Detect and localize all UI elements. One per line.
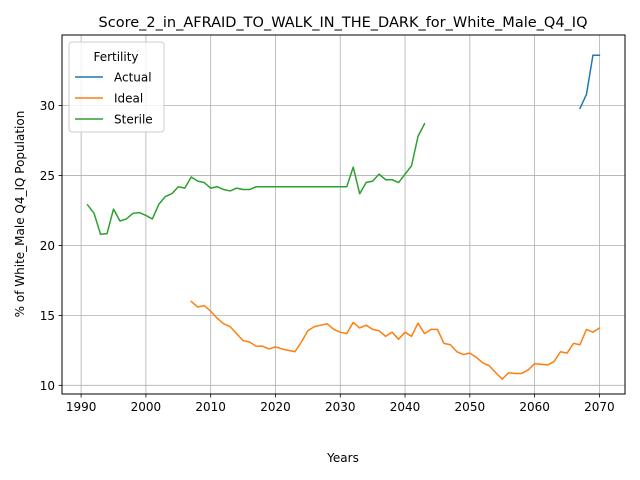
x-tick-label: 2000 [131, 400, 162, 414]
series-lines [86, 54, 601, 380]
series-line-ideal [190, 300, 601, 380]
x-tick-label: 2050 [455, 400, 486, 414]
plot-frame [61, 34, 626, 395]
legend-label-ideal: Ideal [114, 92, 143, 106]
y-tick-label: 25 [40, 169, 55, 183]
y-tick-label: 10 [40, 379, 55, 393]
y-axis-ticks: 10 15 20 25 30 [40, 99, 62, 393]
x-tick-label: 2010 [195, 400, 226, 414]
legend-label-sterile: Sterile [114, 113, 153, 127]
series-line-sterile [86, 122, 426, 236]
x-tick-label: 2060 [519, 400, 550, 414]
x-tick-label: 2030 [325, 400, 356, 414]
legend: Fertility Actual Ideal Sterile [68, 41, 165, 133]
series-line-actual [578, 54, 601, 110]
y-tick-label: 15 [40, 309, 55, 323]
chart-title: Score_2_in_AFRAID_TO_WALK_IN_THE_DARK_fo… [99, 15, 588, 31]
x-tick-label: 1990 [66, 400, 97, 414]
legend-title: Fertility [93, 50, 138, 64]
legend-items: Actual Ideal Sterile [75, 71, 153, 127]
x-tick-label: 2070 [584, 400, 615, 414]
x-tick-label: 2020 [260, 400, 291, 414]
legend-box [68, 41, 165, 133]
x-axis-ticks: 1990 2000 2010 2020 2030 2040 2050 2060 2070 [66, 394, 615, 414]
y-axis-label: % of White_Male Q4_IQ Population [13, 111, 27, 318]
x-tick-label: 2040 [390, 400, 421, 414]
x-axis-label: Years [326, 451, 359, 465]
legend-label-actual: Actual [114, 71, 152, 85]
y-tick-label: 30 [40, 99, 55, 113]
grid [62, 35, 625, 394]
y-tick-label: 20 [40, 239, 55, 253]
